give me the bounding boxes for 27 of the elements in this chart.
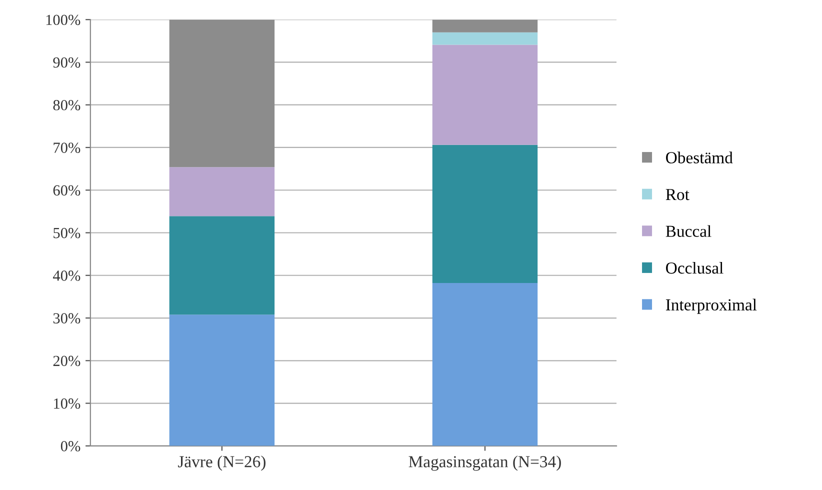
y-tick-label: 50% <box>54 228 80 238</box>
bar <box>432 283 538 446</box>
legend-label: Occlusal <box>666 262 724 274</box>
x-tick-label: Magasinsgatan (N=34) <box>408 456 561 471</box>
y-tick-label: 0% <box>60 441 80 452</box>
bar <box>169 167 275 216</box>
y-tick-label: 10% <box>54 398 80 409</box>
y-tick-label: 90% <box>53 57 80 68</box>
legend-label: Interproximal <box>666 298 757 314</box>
y-tick-label: 40% <box>52 270 80 281</box>
bar <box>432 32 538 45</box>
bar <box>169 20 275 168</box>
y-tick-label: 30% <box>53 313 80 324</box>
bar <box>169 216 275 315</box>
bar <box>169 314 275 446</box>
y-tick-label: 80% <box>53 100 80 110</box>
bar <box>432 44 538 145</box>
bar <box>432 144 538 284</box>
y-tick-label: 60% <box>53 185 80 196</box>
y-tick-label: 100% <box>46 14 80 26</box>
y-tick-label: 20% <box>53 356 80 366</box>
x-tick-label: Jävre (N=26) <box>178 456 266 471</box>
legend-label: Obestämd <box>666 152 733 164</box>
legend-label: Rot <box>666 189 690 200</box>
legend-label: Buccal <box>666 225 712 237</box>
y-tick-label: 70% <box>54 142 80 153</box>
bar <box>432 20 538 32</box>
